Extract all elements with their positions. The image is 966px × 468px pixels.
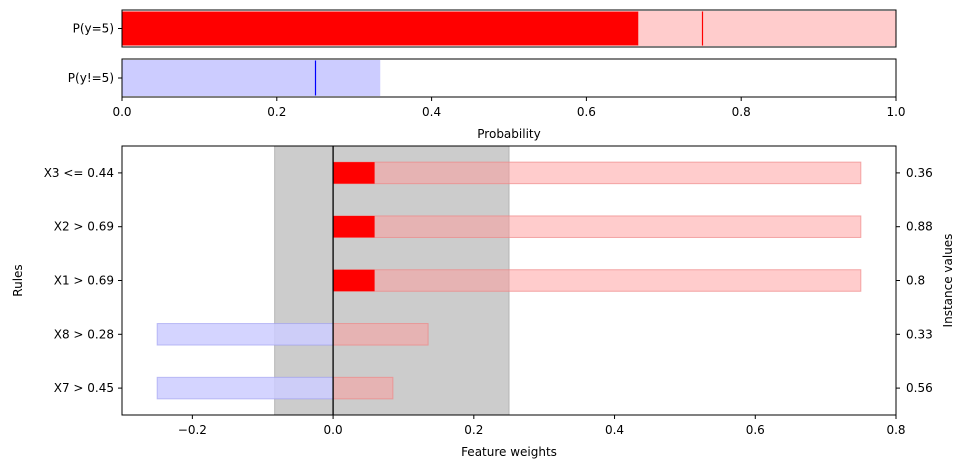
rule-label: X1 > 0.69 bbox=[54, 274, 114, 288]
probability-plot: P(y=5) P(y!=5) 0.0 0.2 0.4 0.6 0.8 1.0 Probabili… bbox=[68, 9, 906, 141]
y-axis-label: Rules bbox=[11, 264, 25, 296]
weight-interval-negative bbox=[156, 376, 334, 400]
x-tick-label: 0.0 bbox=[324, 423, 343, 437]
weight-bar bbox=[333, 162, 375, 184]
x-axis-label: Probability bbox=[477, 127, 540, 141]
instance-value-label: 0.36 bbox=[906, 166, 933, 180]
x-tick-label: 0.6 bbox=[577, 105, 596, 119]
instance-value-label: 0.33 bbox=[906, 327, 933, 341]
x-tick-label: 0.8 bbox=[732, 105, 751, 119]
weight-interval-positive bbox=[332, 161, 862, 185]
probability-interval-bar bbox=[637, 10, 897, 47]
weight-interval-positive bbox=[332, 376, 394, 400]
weight-bar bbox=[333, 215, 375, 238]
weight-interval-positive bbox=[332, 215, 862, 238]
probability-interval-bar bbox=[121, 60, 381, 96]
x-tick-label: 0.4 bbox=[422, 105, 441, 119]
y-axis-label-right: Instance values bbox=[941, 234, 955, 328]
x-tick-label: 0.8 bbox=[886, 423, 905, 437]
y-tick-label: P(y!=5) bbox=[68, 71, 114, 85]
rule-label: X3 <= 0.44 bbox=[44, 166, 114, 180]
weight-interval-positive bbox=[332, 323, 429, 346]
x-axis-label: Feature weights bbox=[461, 445, 557, 459]
weight-interval-positive bbox=[332, 269, 862, 292]
x-tick-label: 0.2 bbox=[464, 423, 483, 437]
instance-value-label: 0.56 bbox=[906, 381, 933, 395]
x-tick-label: 0.0 bbox=[112, 105, 131, 119]
x-tick-label: 1.0 bbox=[886, 105, 905, 119]
rule-label: X7 > 0.45 bbox=[54, 381, 114, 395]
weight-bar bbox=[333, 269, 375, 292]
x-tick-label: 0.2 bbox=[267, 105, 286, 119]
instance-value-label: 0.8 bbox=[906, 274, 925, 288]
x-tick-label: 0.4 bbox=[605, 423, 624, 437]
axes-frame bbox=[121, 145, 897, 416]
x-tick-label: −0.2 bbox=[178, 423, 207, 437]
probability-bar bbox=[122, 11, 639, 46]
rule-label: X2 > 0.69 bbox=[54, 220, 114, 234]
weight-interval-negative bbox=[156, 323, 334, 346]
instance-value-label: 0.88 bbox=[906, 220, 933, 234]
x-tick-label: 0.6 bbox=[746, 423, 765, 437]
y-tick-label: P(y=5) bbox=[73, 22, 114, 36]
rule-label: X8 > 0.28 bbox=[54, 327, 114, 341]
feature-weights-plot: X3 <= 0.44 0.36 X2 > 0.69 0.88 X1 > 0.69 0.8 X… bbox=[11, 145, 955, 459]
